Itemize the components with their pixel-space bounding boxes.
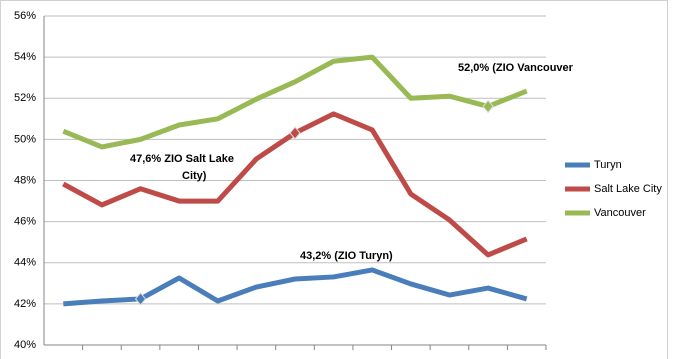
point-marker (482, 99, 494, 114)
point-marker (289, 126, 301, 140)
legend-label: Vancouver (594, 207, 646, 219)
y-tick-label: 40% (14, 339, 36, 351)
annotation: City) (182, 170, 207, 182)
legend-label: Salt Lake City (594, 183, 662, 195)
y-tick-label: 52% (14, 92, 36, 104)
point-marker (134, 292, 147, 306)
series-line (62, 54, 528, 150)
annotation: 52,0% (ZIO Vancouver (458, 62, 574, 74)
legend-label: Turyn (594, 159, 622, 171)
y-tick-label: 46% (14, 216, 36, 228)
y-tick-label: 42% (14, 298, 36, 310)
annotation: 43,2% (ZIO Turyn) (300, 250, 393, 262)
annotation: 47,6% ZIO Salt Lake (130, 153, 234, 165)
y-tick-label: 50% (14, 133, 36, 145)
y-tick-label: 48% (14, 174, 36, 186)
y-tick-label: 44% (14, 257, 36, 269)
y-tick-label: 54% (14, 51, 36, 63)
y-tick-label: 56% (14, 10, 36, 22)
